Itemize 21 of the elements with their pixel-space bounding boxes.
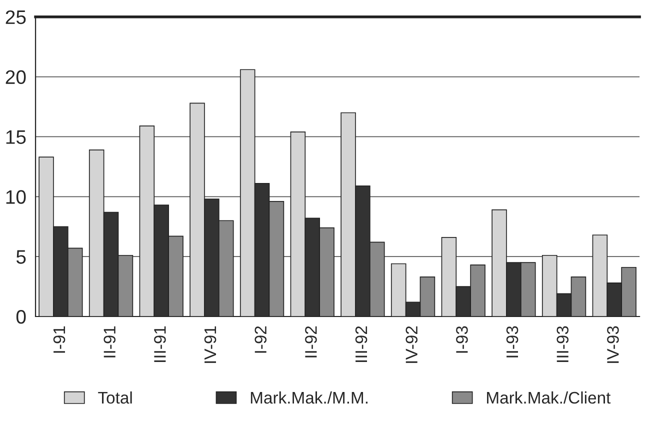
y-tick-label: 0 xyxy=(16,310,26,324)
x-tick-label: IV-92 xyxy=(406,326,418,363)
x-tick-label: I-92 xyxy=(254,326,267,353)
legend-label: Total xyxy=(98,391,132,404)
x-tick-label: II-93 xyxy=(506,326,518,358)
x-tick-label: III-91 xyxy=(154,326,166,362)
x-tick-label: II-91 xyxy=(104,326,116,358)
x-tick-label: I-91 xyxy=(53,326,66,353)
y-tick-label: 10 xyxy=(6,190,26,204)
x-tick-label: II-92 xyxy=(305,326,317,358)
x-tick-label: I-93 xyxy=(456,326,468,353)
y-tick-label: 25 xyxy=(6,10,26,24)
y-tick-label: 20 xyxy=(6,70,26,84)
legend-label: Mark.Mak./Client xyxy=(487,391,611,404)
x-tick-label: IV-93 xyxy=(607,326,619,363)
y-tick-label: 5 xyxy=(16,250,26,264)
x-tick-label: III-92 xyxy=(355,326,368,362)
x-tick-label: IV-91 xyxy=(204,326,216,363)
legend-label: Mark.Mak./M.M. xyxy=(250,391,368,404)
y-tick-label: 15 xyxy=(6,130,26,144)
x-tick-label: III-93 xyxy=(556,326,569,362)
